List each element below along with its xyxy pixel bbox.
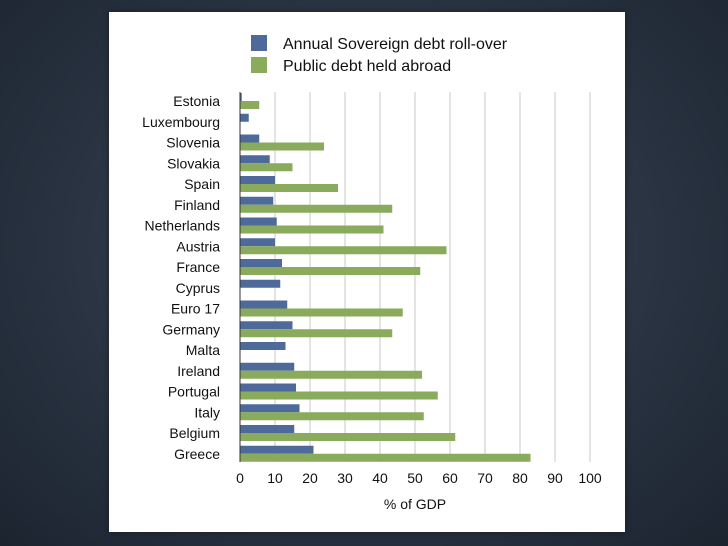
category-label: Portugal: [168, 384, 220, 400]
category-label: Spain: [184, 176, 220, 192]
bar-rollover-slovakia: [240, 155, 270, 164]
bar-rollover-malta: [240, 342, 286, 350]
bar-rollover-portugal: [240, 383, 296, 392]
x-tick-label: 20: [302, 470, 318, 486]
x-tick-label: 100: [578, 470, 602, 486]
category-label: Ireland: [177, 363, 220, 379]
category-label: Germany: [162, 321, 220, 337]
x-tick-label: 30: [337, 470, 353, 486]
bar-abroad-portugal: [240, 391, 438, 400]
chart-grid: [274, 92, 591, 462]
bar-abroad-slovakia: [240, 163, 293, 172]
chart-bars: [240, 93, 531, 462]
legend-label: Annual Sovereign debt roll-over: [283, 36, 508, 53]
bar-rollover-estonia: [240, 93, 242, 101]
bar-rollover-netherlands: [240, 217, 277, 226]
bar-rollover-belgium: [240, 425, 295, 433]
x-tick-label: 90: [547, 470, 563, 486]
legend-swatch: [251, 35, 267, 51]
bar-abroad-greece: [240, 453, 531, 462]
category-label: Finland: [174, 197, 220, 213]
category-label: Estonia: [173, 93, 220, 109]
category-label: Austria: [176, 238, 220, 254]
bar-abroad-belgium: [240, 433, 456, 441]
category-label: Netherlands: [145, 218, 221, 234]
x-tick-label: 60: [442, 470, 458, 486]
x-tick-label: 0: [236, 470, 244, 486]
bar-rollover-france: [240, 259, 282, 267]
x-tick-label: 50: [407, 470, 423, 486]
category-label: France: [176, 259, 220, 275]
bar-abroad-slovenia: [240, 142, 324, 151]
category-label: Luxembourg: [142, 114, 220, 130]
category-label: Slovenia: [166, 135, 220, 151]
category-label: Cyprus: [176, 280, 220, 296]
bar-rollover-greece: [240, 445, 314, 454]
category-label: Belgium: [169, 425, 220, 441]
bar-abroad-spain: [240, 184, 338, 192]
x-tick-labels: 0 10 20 30 40 50 60 70 80 90 100: [236, 470, 602, 486]
x-axis-title: % of GDP: [384, 496, 446, 512]
bar-rollover-luxembourg: [240, 113, 249, 122]
x-tick-label: 80: [512, 470, 528, 486]
debt-bar-chart: Annual Sovereign debt roll-over Public de…: [142, 35, 602, 512]
category-label: Malta: [186, 342, 220, 358]
bar-abroad-ireland: [240, 370, 422, 379]
x-tick-label: 40: [372, 470, 388, 486]
bar-abroad-netherlands: [240, 225, 384, 234]
legend-swatch: [251, 57, 267, 73]
bar-rollover-ireland: [240, 362, 295, 371]
x-tick-label: 10: [267, 470, 283, 486]
bar-abroad-estonia: [240, 101, 260, 109]
chart-panel: Annual Sovereign debt roll-over Public de…: [109, 12, 625, 532]
bar-abroad-italy: [240, 412, 424, 421]
chart-legend: Annual Sovereign debt roll-over Public de…: [251, 35, 508, 75]
category-label: Greece: [174, 446, 220, 462]
bar-rollover-spain: [240, 176, 275, 184]
category-label: Slovakia: [167, 155, 220, 171]
bar-rollover-austria: [240, 238, 275, 247]
category-label: Euro 17: [171, 301, 220, 317]
bar-abroad-euro-17: [240, 308, 403, 317]
bar-abroad-finland: [240, 204, 393, 213]
bar-abroad-france: [240, 267, 421, 275]
category-label: Italy: [194, 404, 220, 420]
legend-label: Public debt held abroad: [283, 58, 451, 75]
x-tick-label: 70: [477, 470, 493, 486]
category-labels: Estonia Luxembourg Slovenia Slovakia Spain Fi…: [142, 93, 220, 462]
bar-rollover-cyprus: [240, 279, 281, 288]
bar-rollover-germany: [240, 321, 293, 330]
bar-rollover-euro-17: [240, 300, 288, 309]
bar-abroad-germany: [240, 329, 393, 338]
bar-rollover-italy: [240, 404, 300, 413]
bar-rollover-finland: [240, 196, 274, 205]
bar-rollover-slovenia: [240, 134, 260, 143]
bar-abroad-austria: [240, 246, 447, 255]
